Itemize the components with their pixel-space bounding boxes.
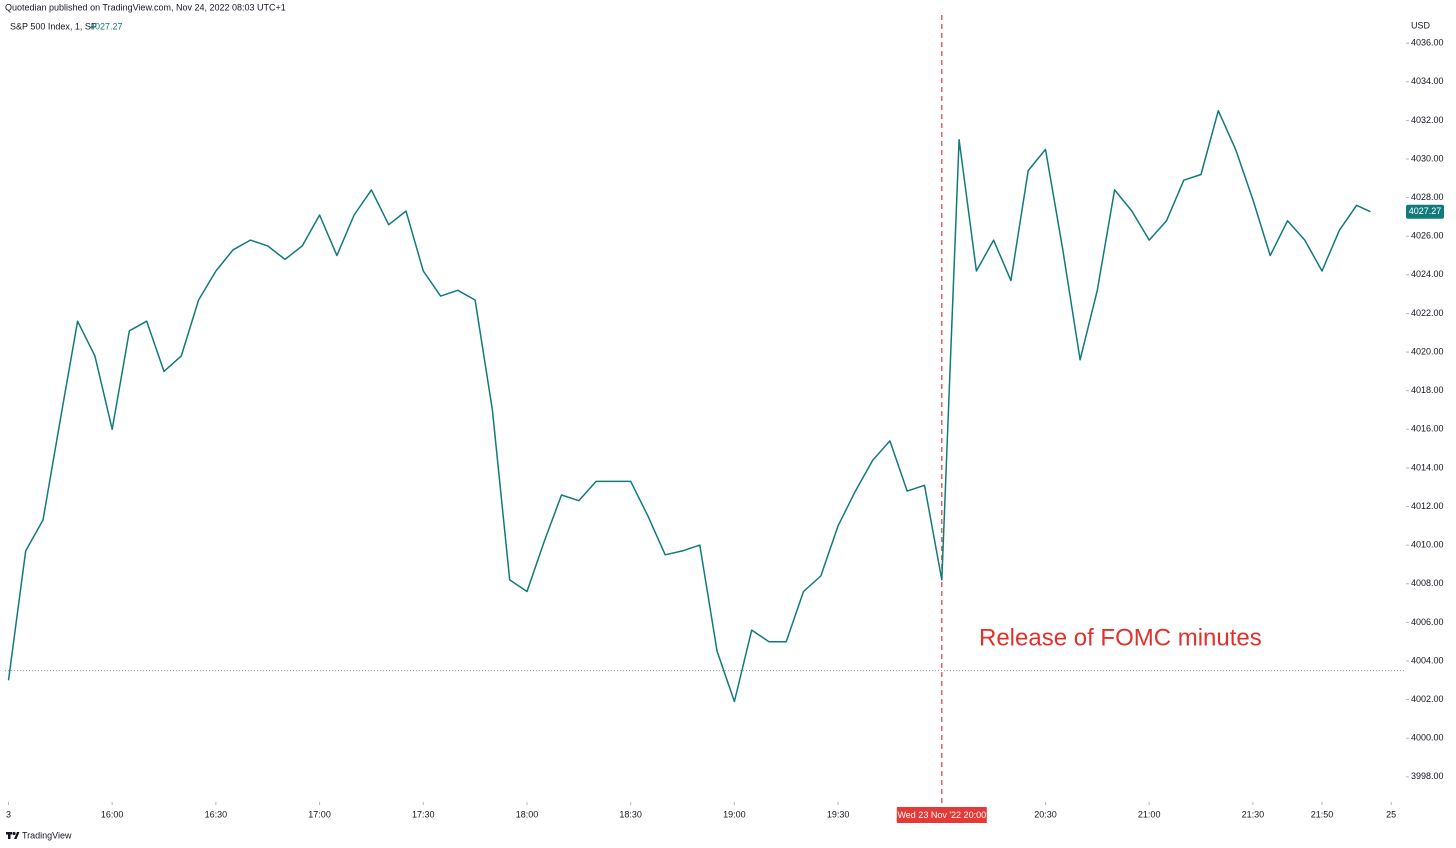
logo-part (14, 832, 20, 839)
y-tick-label: 4000.00 (1411, 733, 1444, 743)
source: Quotedian published on TradingView.com, … (5, 2, 286, 12)
y-tick-label: 4024.00 (1411, 269, 1444, 279)
x-tick-label: 16:30 (205, 809, 228, 819)
y-tick-label: 4002.00 (1411, 694, 1444, 704)
x-tick-label: 16:00 (101, 809, 124, 819)
logo-part (12, 831, 16, 836)
last-price-bg (1406, 204, 1444, 219)
logo-part (8, 832, 11, 839)
last-price-label: 4027.27 (1409, 206, 1442, 216)
y-tick-label: 3998.00 (1411, 771, 1444, 781)
x-tick-label: 3 (6, 809, 11, 819)
x-tick-label: 21:30 (1242, 809, 1265, 819)
y-tick-label: 4020.00 (1411, 346, 1444, 356)
crosshair-label: Wed 23 Nov '22 20:00 (897, 810, 986, 820)
y-unit: USD (1411, 20, 1431, 30)
x-tick-label: 20:30 (1034, 809, 1057, 819)
x-tick-label: 18:30 (619, 809, 642, 819)
crosshair-label-bg (896, 807, 987, 823)
x-tick-label: 17:30 (412, 809, 435, 819)
annotation: Release of FOMC minutes (979, 624, 1262, 651)
y-tick-label: 4016.00 (1411, 424, 1444, 434)
y-tick-label: 4022.00 (1411, 308, 1444, 318)
x-tick-label: 18:00 (516, 809, 539, 819)
x-tick-label: 25 (1386, 809, 1396, 819)
x-tick-label: 19:30 (827, 809, 850, 819)
y-tick-label: 4012.00 (1411, 501, 1444, 511)
y-tick-label: 4004.00 (1411, 655, 1444, 665)
x-tick-label: 19:00 (723, 809, 746, 819)
legend-title: S&P 500 Index, 1, SP (10, 21, 97, 31)
y-tick-label: 4026.00 (1411, 231, 1444, 241)
y-tick-label: 4032.00 (1411, 115, 1444, 125)
y-tick-label: 4028.00 (1411, 192, 1444, 202)
x-tick-label: 21:50 (1311, 809, 1334, 819)
y-tick-label: 4006.00 (1411, 617, 1444, 627)
price-line (7, 109, 1371, 703)
y-tick-label: 4036.00 (1411, 38, 1444, 48)
footer: TradingView (22, 830, 72, 840)
y-tick-label: 4008.00 (1411, 578, 1444, 588)
y-tick-label: 4018.00 (1411, 385, 1444, 395)
y-tick-label: 4034.00 (1411, 76, 1444, 86)
x-tick-label: 17:00 (308, 809, 331, 819)
logo (6, 831, 20, 839)
y-tick-label: 4014.00 (1411, 462, 1444, 472)
y-tick-label: 4030.00 (1411, 153, 1444, 163)
legend-price: 4027.27 (90, 21, 123, 31)
y-tick-label: 4010.00 (1411, 540, 1444, 550)
x-tick-label: 21:00 (1138, 809, 1161, 819)
